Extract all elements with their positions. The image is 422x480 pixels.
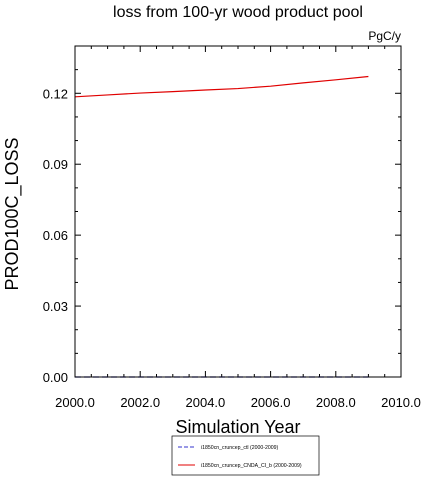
- y-tick-label: 0.12: [43, 86, 68, 101]
- y-axis-label: PROD100C_LOSS: [2, 137, 23, 290]
- x-tick-label: 2002.0: [120, 395, 160, 410]
- chart-title: loss from 100-yr wood product pool: [113, 4, 363, 21]
- legend-box: [171, 435, 320, 476]
- legend-label-ctl: i1850cn_cruncep_ctl (2000-2009): [201, 445, 279, 451]
- x-tick-labels: 2000.0 2002.0 2004.0 2006.0 2008.0 2010.0: [55, 395, 421, 410]
- axis-ticks: [74, 45, 402, 378]
- legend: i1850cn_cruncep_ctl (2000-2009) i1850cn_…: [171, 435, 320, 476]
- legend-label-cnda: i1850cn_cruncep_CNDA_CI_b (2000-2009): [201, 463, 302, 469]
- x-tick-label: 2006.0: [251, 395, 291, 410]
- x-tick-label: 2004.0: [186, 395, 226, 410]
- plot-frame: [74, 45, 402, 378]
- y-tick-label: 0.00: [43, 370, 68, 385]
- x-tick-label: 2000.0: [55, 395, 95, 410]
- series-lines: [74, 75, 369, 378]
- series-line-1: [74, 75, 369, 98]
- chart-units: PgC/y: [368, 29, 401, 43]
- x-tick-label: 2008.0: [316, 395, 356, 410]
- x-tick-label: 2010.0: [381, 395, 421, 410]
- x-axis-label: Simulation Year: [175, 417, 300, 437]
- y-tick-labels: 0.00 0.03 0.06 0.09 0.12: [43, 86, 68, 385]
- y-tick-label: 0.03: [43, 299, 68, 314]
- y-tick-label: 0.06: [43, 228, 68, 243]
- y-tick-label: 0.09: [43, 157, 68, 172]
